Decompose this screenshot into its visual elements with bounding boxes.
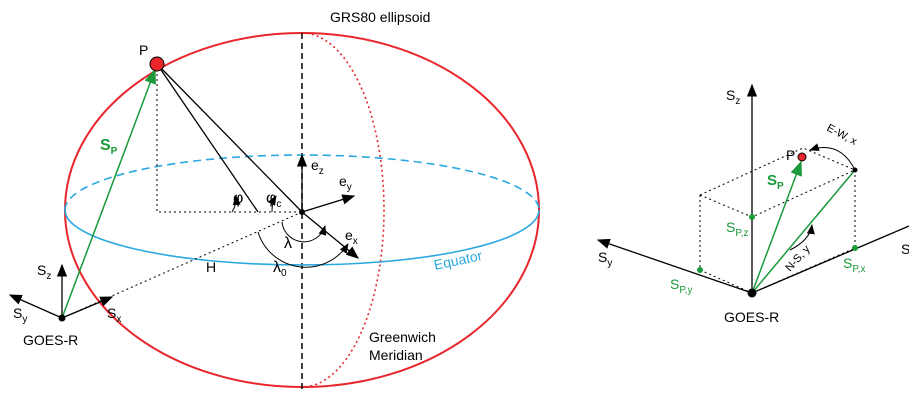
text-part: S xyxy=(767,172,777,189)
text-part: S xyxy=(598,249,607,265)
text-part: e xyxy=(339,173,347,189)
ex-axis xyxy=(301,211,360,259)
station xyxy=(747,288,757,298)
ex-label: ex xyxy=(345,227,358,247)
ez-label: ez xyxy=(311,157,324,177)
ey-label: ey xyxy=(339,173,352,193)
text-part: y xyxy=(22,314,27,325)
equator-label: Equator xyxy=(432,247,484,273)
text-part: S xyxy=(726,87,735,103)
sp-vector xyxy=(61,68,156,319)
station-line xyxy=(61,211,303,319)
ey-axis xyxy=(301,194,356,213)
meridian-label: Meridian xyxy=(369,347,423,363)
station-label: GOES-R xyxy=(23,332,78,348)
sx-axis xyxy=(751,225,909,294)
text-part: S xyxy=(13,305,22,321)
text-part: λ xyxy=(273,259,281,276)
text-part: x xyxy=(116,314,121,325)
lambda-arc xyxy=(281,221,327,243)
geocentric-line xyxy=(156,63,303,213)
text-part: S xyxy=(37,262,46,278)
phi-arc xyxy=(231,195,241,213)
spy-point xyxy=(697,267,703,273)
text-part: c xyxy=(276,199,281,210)
text-part: P,y xyxy=(679,285,692,296)
phi-label: φ xyxy=(233,190,243,207)
text-part: S xyxy=(107,305,116,321)
title: GRS80 ellipsoid xyxy=(330,9,430,25)
text-part: S xyxy=(726,219,735,235)
ew-label: E-W, x xyxy=(825,122,860,148)
station xyxy=(58,314,66,322)
point-p xyxy=(149,56,165,72)
ew-arc xyxy=(809,143,856,171)
point-label: P xyxy=(139,42,148,58)
text-part: x xyxy=(353,236,358,247)
text-part: z xyxy=(46,271,51,282)
sz-label: Sz xyxy=(726,87,740,107)
point-p xyxy=(797,152,807,162)
spx-label: SP,x xyxy=(843,255,866,275)
spy-label: SP,y xyxy=(670,276,693,296)
spx-point xyxy=(852,245,858,251)
text-part: S xyxy=(100,137,111,154)
projection-box xyxy=(699,147,856,294)
text-part: S xyxy=(670,276,679,292)
left-diagram: GRS80 ellipsoid P SP ez ey ex φ φc λ λ0 … xyxy=(8,9,540,392)
ns-arc xyxy=(789,224,815,251)
spz-label: SP,z xyxy=(726,219,749,239)
meridian-label: Greenwich xyxy=(369,329,436,345)
lambda-label: λ xyxy=(284,235,292,252)
text-part: y xyxy=(607,258,612,269)
sx-label: Sx xyxy=(107,305,121,325)
sp-label: SP xyxy=(100,137,118,157)
sp-vector xyxy=(751,160,802,294)
text-part: z xyxy=(735,96,740,107)
text-part: P,x xyxy=(852,264,865,275)
sx-label: S xyxy=(901,241,909,257)
sz-label: Sz xyxy=(37,262,51,282)
text-part: e xyxy=(311,157,319,173)
meridian-arc xyxy=(301,32,385,388)
right-diagram: Sz Sy S P E-W, x SP SP,z SP,y SP,x N-S, … xyxy=(596,83,909,325)
text-part: P,z xyxy=(735,228,748,239)
text-part: 0 xyxy=(281,268,287,279)
text-part: P xyxy=(111,146,118,157)
geodetic-line xyxy=(156,63,259,213)
point-label: P xyxy=(786,147,795,163)
ns-vector xyxy=(751,169,856,294)
text-part: S xyxy=(843,255,852,271)
origin xyxy=(299,209,305,215)
sy-label: Sy xyxy=(13,305,27,325)
station-sx xyxy=(61,296,114,319)
station-sy xyxy=(8,294,63,319)
text-part: z xyxy=(319,166,324,177)
text-part: y xyxy=(347,182,352,193)
spz-point xyxy=(749,214,755,220)
sp-label: SP xyxy=(767,172,784,192)
lambda0-label: λ0 xyxy=(273,259,287,279)
sy-axis xyxy=(596,238,753,294)
text-part: e xyxy=(345,227,353,243)
h-label: H xyxy=(206,259,216,275)
sy-label: Sy xyxy=(598,249,612,269)
lambda0-arc xyxy=(257,231,349,268)
text-part: φ xyxy=(266,190,276,207)
corner-point xyxy=(852,167,858,173)
station-label: GOES-R xyxy=(724,309,779,325)
phic-label: φc xyxy=(266,190,281,210)
phic-arc xyxy=(268,195,277,213)
text-part: P xyxy=(777,181,784,192)
